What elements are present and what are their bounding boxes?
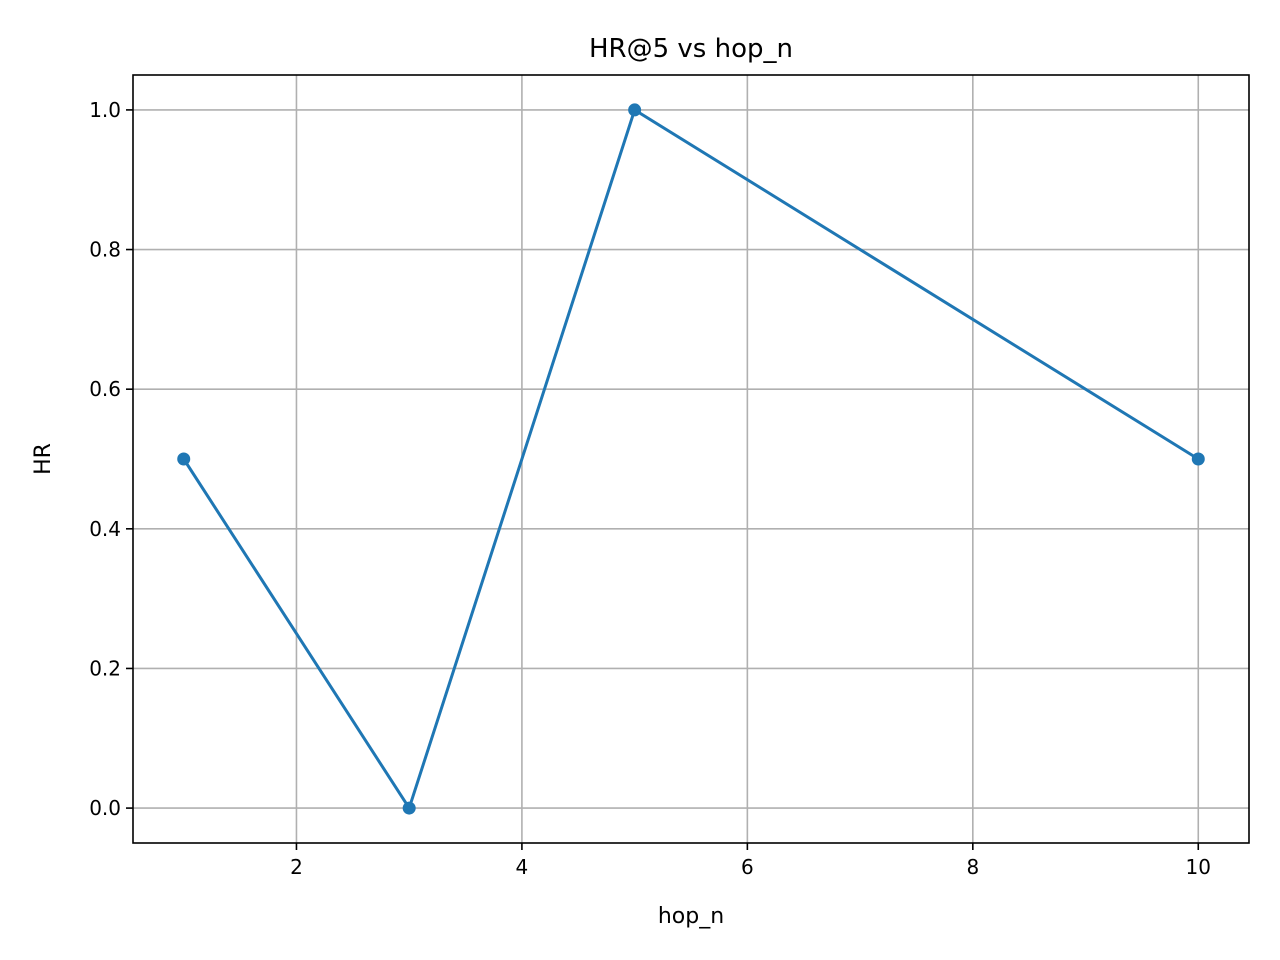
series-line (182, 108, 1200, 810)
data-point (1191, 452, 1205, 466)
y-axis-label: HR (31, 443, 56, 475)
y-tick-label: 0.2 (89, 656, 121, 680)
series-layer (177, 103, 1205, 815)
x-tick-label: 2 (290, 855, 303, 879)
data-point (402, 801, 416, 815)
data-point (628, 103, 642, 117)
x-tick-label: 6 (741, 855, 754, 879)
y-tick-label: 0.8 (89, 238, 121, 262)
plot-frame (132, 74, 1250, 844)
ticks: 2 4 6 8 10 0.0 0.2 0.4 0.6 0.8 1.0 (89, 98, 1211, 879)
x-tick-label: 4 (516, 855, 529, 879)
y-tick-label: 0.4 (89, 517, 121, 541)
x-axis-label: hop_n (658, 904, 724, 929)
x-tick-label: 8 (966, 855, 979, 879)
y-tick-label: 1.0 (89, 98, 121, 122)
y-tick-label: 0.6 (89, 377, 121, 401)
chart-title: HR@5 vs hop_n (589, 34, 793, 64)
x-tick-label: 10 (1186, 855, 1211, 879)
y-tick-label: 0.0 (89, 796, 121, 820)
data-point (177, 452, 191, 466)
